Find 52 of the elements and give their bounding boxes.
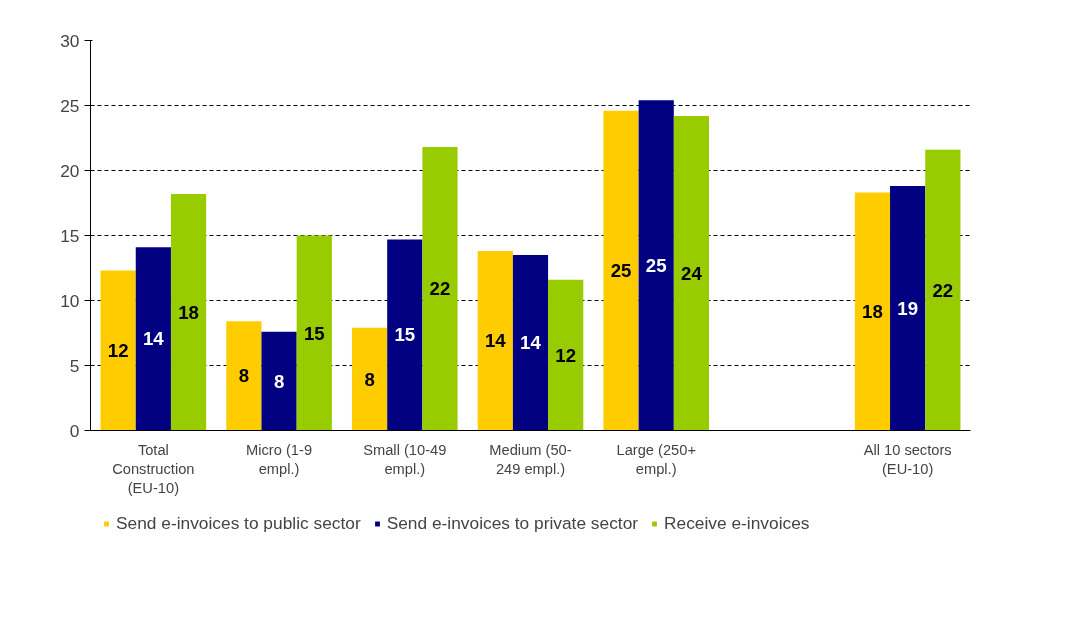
data-label: 8: [364, 368, 375, 390]
y-tick-label: 0: [69, 420, 80, 441]
legend-label: Send e-invoices to private sector: [386, 512, 639, 534]
data-label: 12: [555, 344, 577, 366]
bar: [226, 321, 262, 431]
x-tick-label: Total Construction (EU-10): [112, 441, 195, 496]
y-tick-label: 10: [60, 290, 80, 311]
bar: [854, 192, 891, 431]
x-tick-label: Small (10-49 empl.): [363, 441, 447, 477]
bar: [422, 147, 458, 431]
bar: [638, 100, 674, 431]
bar: [135, 247, 171, 431]
y-tick-label: 5: [69, 355, 80, 376]
data-label: 19: [897, 297, 919, 319]
x-tick-label: Medium (50- 249 empl.): [489, 441, 572, 477]
y-tick-label: 30: [60, 30, 80, 51]
data-label: 8: [273, 370, 285, 392]
legend-label: Receive e-invoices: [664, 512, 810, 534]
data-label: 24: [681, 262, 703, 284]
bar: [170, 193, 207, 431]
data-label: 25: [610, 260, 632, 282]
bar: [261, 331, 297, 431]
data-label: 12: [107, 340, 129, 362]
data-label: 8: [238, 365, 250, 387]
y-tick-label: 15: [60, 225, 80, 246]
data-label: 25: [645, 254, 667, 276]
data-label: 18: [178, 301, 199, 323]
data-label: 22: [932, 279, 954, 301]
data-label: 14: [520, 332, 542, 354]
bar: [351, 327, 388, 431]
data-label: 14: [484, 330, 507, 352]
data-label: 14: [142, 328, 165, 350]
y-tick-label: 20: [60, 160, 80, 181]
bar: [477, 251, 513, 431]
y-tick-label: 25: [60, 95, 80, 116]
x-tick-label: All 10 sectors (EU-10): [863, 441, 952, 477]
bar: [387, 239, 423, 431]
data-label: 22: [429, 278, 451, 300]
bar: [512, 255, 549, 431]
x-tick-label: Micro (1-9 empl.): [246, 441, 313, 477]
bar: [673, 115, 710, 431]
bar: [296, 235, 332, 431]
bar: [100, 270, 136, 431]
data-label: 15: [303, 322, 325, 344]
data-label: 18: [862, 301, 883, 323]
bar: [603, 110, 639, 431]
x-tick-label: Large (250+ empl.): [616, 441, 696, 477]
bar: [890, 186, 926, 431]
bar: [548, 279, 584, 431]
legend-label: Send e-invoices to public sector: [116, 512, 361, 534]
bar: [925, 149, 961, 431]
data-label: 15: [394, 324, 416, 346]
